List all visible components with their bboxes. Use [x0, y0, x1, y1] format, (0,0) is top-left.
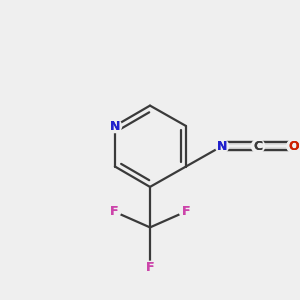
Text: F: F — [182, 205, 190, 218]
Text: C: C — [254, 140, 262, 153]
Circle shape — [251, 140, 265, 153]
Text: N: N — [110, 119, 120, 133]
Text: F: F — [146, 261, 154, 274]
Text: F: F — [110, 205, 118, 218]
Text: N: N — [217, 140, 227, 153]
Circle shape — [107, 205, 121, 218]
Circle shape — [215, 140, 229, 153]
Text: F: F — [146, 261, 154, 274]
Circle shape — [179, 205, 193, 218]
Circle shape — [143, 261, 157, 274]
Text: O: O — [288, 140, 299, 153]
Text: C: C — [254, 140, 262, 153]
Text: F: F — [182, 205, 190, 218]
Circle shape — [287, 140, 300, 153]
Text: O: O — [288, 140, 299, 153]
Text: F: F — [110, 205, 118, 218]
Text: N: N — [217, 140, 227, 153]
Text: N: N — [110, 119, 120, 133]
Circle shape — [108, 119, 122, 133]
